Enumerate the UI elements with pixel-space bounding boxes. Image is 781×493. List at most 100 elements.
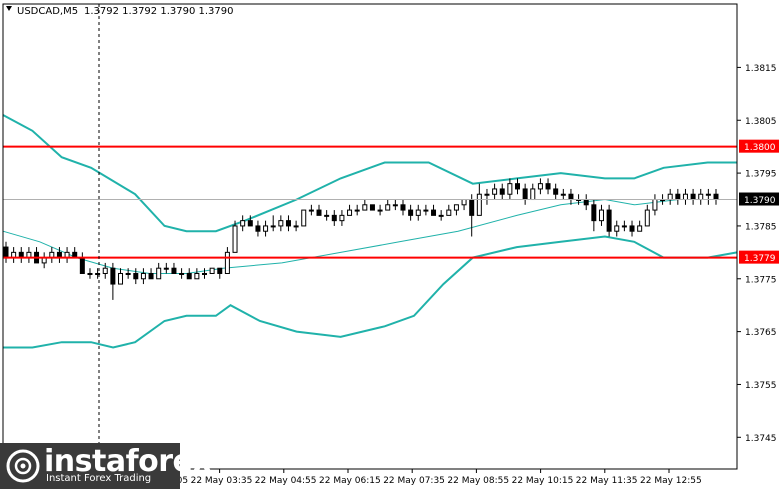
candle-body bbox=[316, 209, 322, 216]
instaforex-logo: instaforex Instant Forex Trading bbox=[0, 443, 212, 489]
candle-body bbox=[446, 209, 452, 216]
candle-body bbox=[690, 193, 696, 201]
candle-body bbox=[270, 225, 276, 228]
logo-mark-icon bbox=[6, 449, 40, 483]
lower-band-line bbox=[3, 235, 738, 349]
logo-wordmark: instaforex bbox=[44, 444, 212, 479]
candle-body bbox=[217, 267, 223, 274]
candle-body bbox=[331, 214, 337, 222]
candle-body bbox=[148, 272, 154, 280]
candle-body bbox=[156, 267, 162, 280]
candle-body bbox=[347, 209, 353, 216]
candle-body bbox=[537, 183, 543, 190]
candle-body bbox=[560, 193, 566, 196]
y-tick-label: 1.3765 bbox=[745, 328, 777, 338]
candle-body bbox=[652, 199, 658, 211]
level-price-label: 1.3800 bbox=[744, 143, 776, 153]
chart-title: USDCAD,M5 bbox=[17, 6, 78, 17]
candle-body bbox=[118, 272, 124, 285]
candle-body bbox=[629, 225, 635, 232]
candle-body bbox=[171, 267, 177, 274]
candle-body bbox=[705, 193, 711, 196]
candle-body bbox=[545, 183, 551, 190]
candle-body bbox=[423, 209, 429, 212]
candle-body bbox=[400, 204, 406, 211]
level-price-tag bbox=[739, 250, 779, 264]
current-price-tag bbox=[739, 192, 779, 206]
x-tick-label: 22 May 11:35 bbox=[576, 476, 638, 486]
candle-body bbox=[637, 225, 643, 232]
candle-body bbox=[522, 188, 528, 201]
candle-body bbox=[110, 267, 116, 285]
candle-body bbox=[507, 183, 513, 195]
candle-body bbox=[369, 204, 375, 211]
candle-body bbox=[385, 204, 391, 211]
candle-body bbox=[476, 193, 482, 216]
x-tick-label: 22 May 12:55 bbox=[640, 476, 702, 486]
candle-body bbox=[499, 188, 505, 195]
candle-body bbox=[201, 272, 207, 275]
candle-body bbox=[278, 220, 284, 227]
x-tick-label: 22 May 08:55 bbox=[447, 476, 509, 486]
candle-body bbox=[415, 209, 421, 216]
candle-body bbox=[682, 193, 688, 201]
candle-body bbox=[125, 272, 131, 275]
candle-body bbox=[515, 183, 521, 190]
candle-body bbox=[224, 251, 230, 274]
candle-body bbox=[667, 193, 673, 201]
candle-body bbox=[591, 204, 597, 222]
candle-body bbox=[392, 204, 398, 207]
candle-body bbox=[179, 272, 185, 275]
chart-menu-arrow-icon[interactable] bbox=[6, 6, 12, 11]
y-tick-label: 1.3795 bbox=[745, 170, 777, 180]
candle-body bbox=[308, 209, 314, 212]
candle-body bbox=[644, 209, 650, 227]
candle-body bbox=[3, 246, 9, 259]
candle-body bbox=[583, 199, 589, 206]
candle-body bbox=[324, 214, 330, 217]
candle-body bbox=[133, 272, 139, 280]
candle-body bbox=[255, 225, 261, 232]
candle-body bbox=[240, 220, 246, 227]
candle-body bbox=[453, 204, 459, 211]
candle-body bbox=[492, 188, 498, 195]
middle-band-line bbox=[2, 198, 737, 274]
y-tick-label: 1.3815 bbox=[745, 64, 777, 74]
level-price-tag bbox=[739, 139, 779, 153]
candle-body bbox=[194, 272, 200, 280]
candle-body bbox=[431, 209, 437, 216]
candle-body bbox=[102, 267, 108, 274]
candle-body bbox=[232, 225, 238, 253]
candle-body bbox=[614, 225, 620, 232]
x-tick-label: 22 May 07:35 bbox=[383, 476, 445, 486]
candle-body bbox=[263, 225, 269, 232]
candle-body bbox=[713, 193, 719, 201]
candle-body bbox=[438, 214, 444, 217]
candle-body bbox=[140, 272, 146, 280]
candle-body bbox=[354, 209, 360, 212]
candle-body bbox=[675, 193, 681, 201]
candle-body bbox=[163, 267, 169, 270]
y-tick-label: 1.3775 bbox=[745, 275, 777, 285]
candle-body bbox=[377, 209, 383, 212]
candle-body bbox=[469, 199, 475, 216]
logo-tagline: Instant Forex Trading bbox=[46, 473, 152, 484]
candle-body bbox=[362, 204, 368, 211]
y-tick-label: 1.3755 bbox=[745, 381, 777, 391]
candle-body bbox=[461, 199, 467, 206]
candle-body bbox=[87, 272, 93, 275]
candle-body bbox=[339, 214, 345, 222]
x-tick-label: 22 May 06:15 bbox=[319, 476, 381, 486]
y-tick-label: 1.3745 bbox=[745, 434, 777, 444]
y-tick-label: 1.3785 bbox=[745, 222, 777, 232]
candle-body bbox=[606, 209, 612, 232]
plot-frame bbox=[2, 3, 738, 470]
candle-body bbox=[285, 220, 291, 227]
candle-body bbox=[621, 225, 627, 228]
x-tick-label: 22 May 03:35 bbox=[191, 476, 253, 486]
candle-body bbox=[698, 193, 704, 201]
candle-body bbox=[247, 220, 253, 227]
candle-body bbox=[408, 209, 414, 216]
candle-body bbox=[301, 209, 307, 227]
